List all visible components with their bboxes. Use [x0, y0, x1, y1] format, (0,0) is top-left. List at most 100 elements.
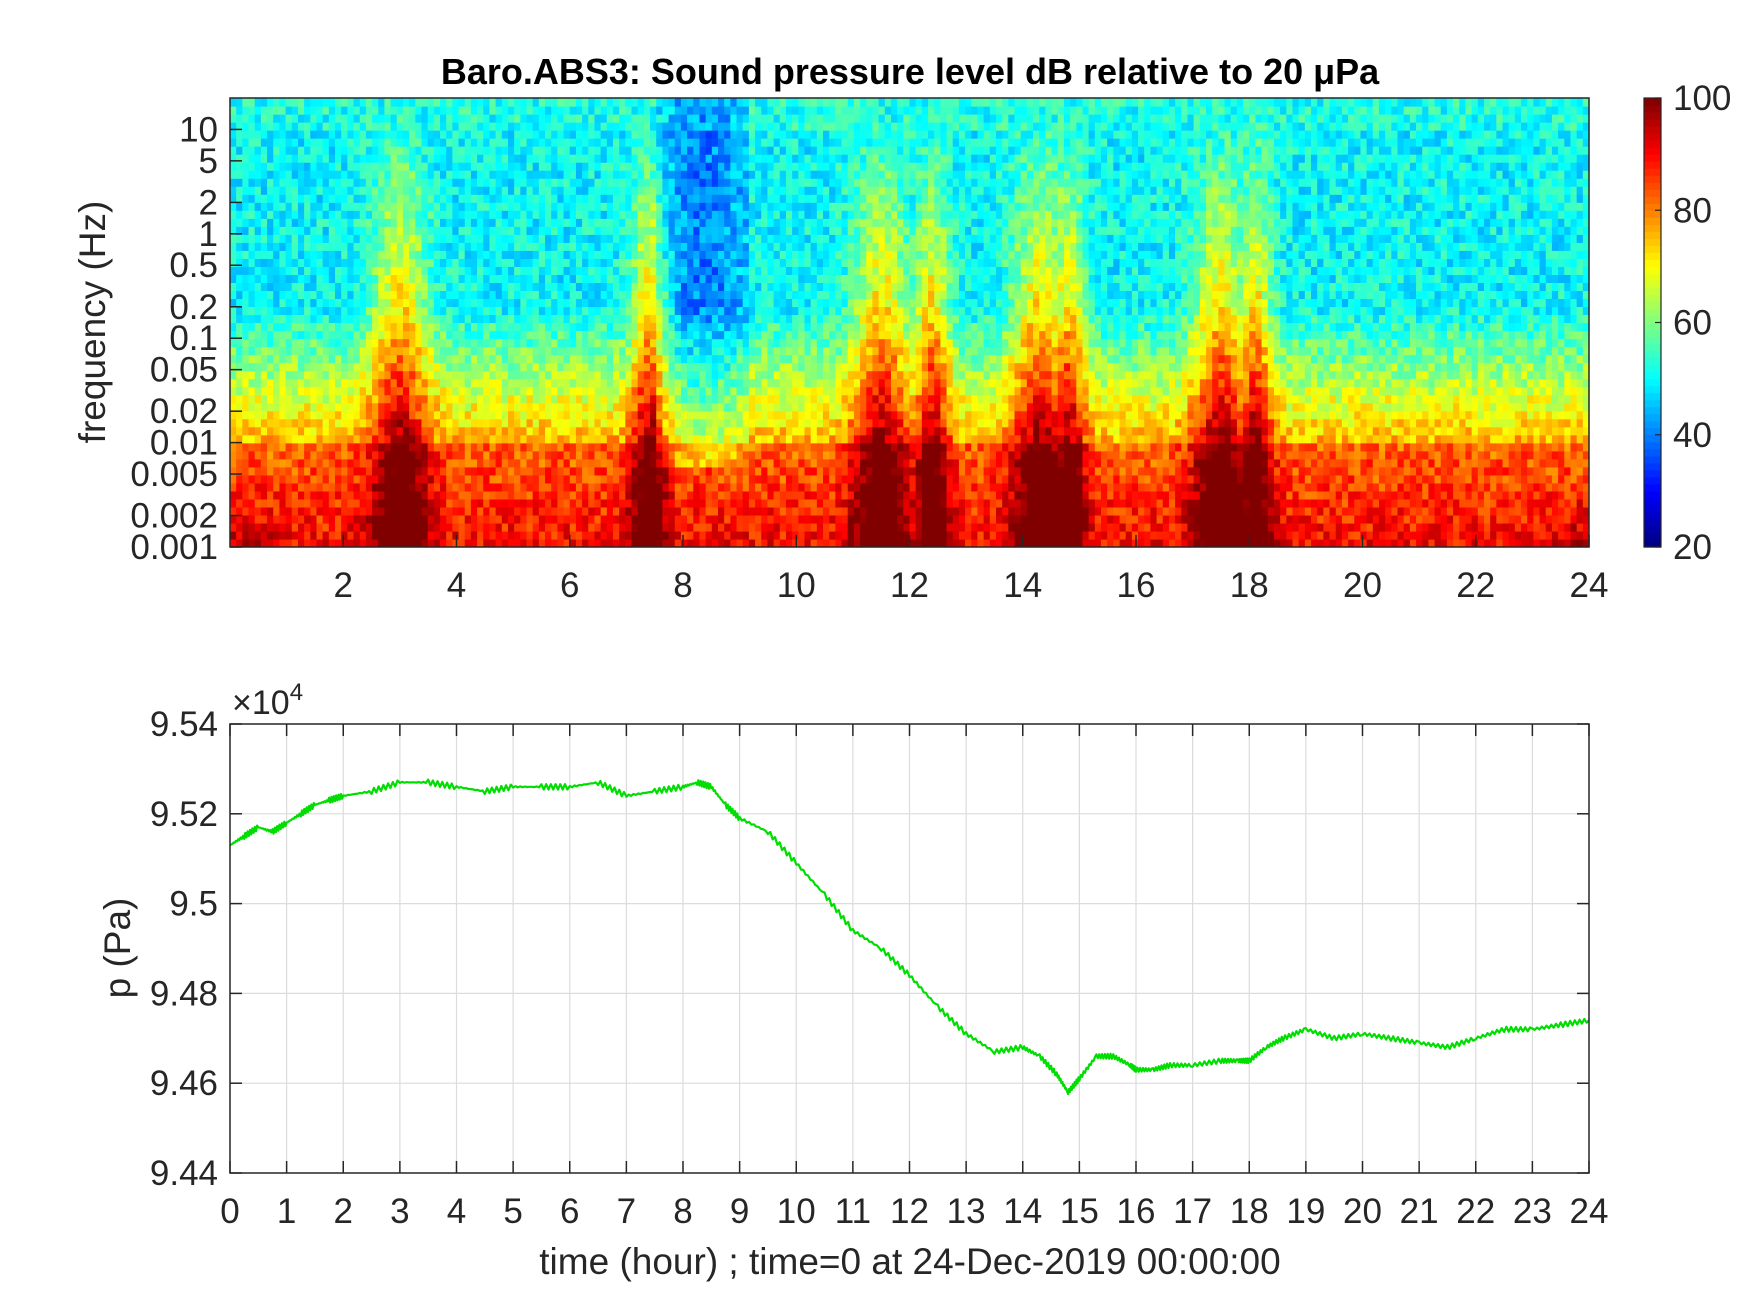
heatmap-cell [699, 314, 707, 324]
heatmap-cell [594, 370, 602, 380]
heatmap-cell [643, 354, 651, 364]
heatmap-cell [761, 154, 769, 163]
heatmap-cell [470, 306, 478, 316]
heatmap-cell [260, 98, 268, 107]
heatmap-cell [464, 138, 472, 147]
heatmap-cell [378, 282, 386, 292]
heatmap-cell [378, 442, 386, 452]
heatmap-cell [409, 274, 416, 284]
heatmap-cell [365, 282, 373, 292]
heatmap-cell [396, 346, 404, 356]
heatmap-cell [625, 426, 633, 436]
heatmap-cell [328, 146, 336, 155]
heatmap-cell [341, 322, 348, 332]
heatmap-cell [236, 130, 243, 139]
heatmap-cell [501, 370, 509, 380]
heatmap-cell [730, 98, 738, 107]
heatmap-cell [656, 322, 664, 332]
heatmap-cell [656, 498, 664, 508]
heatmap-cell [674, 354, 682, 364]
heatmap-cell [415, 314, 423, 324]
heatmap-cell [545, 330, 552, 340]
heatmap-cell [625, 522, 633, 532]
heatmap-cell [650, 378, 657, 388]
heatmap-cell [637, 378, 645, 388]
heatmap-cell [242, 314, 250, 324]
heatmap-cell [514, 146, 521, 155]
heatmap-cell [390, 458, 398, 468]
heatmap-cell [446, 122, 453, 131]
heatmap-cell [526, 114, 534, 123]
heatmap-cell [680, 234, 688, 243]
heatmap-cell [545, 482, 552, 492]
heatmap-cell [365, 522, 373, 532]
heatmap-cell [433, 418, 441, 428]
heatmap-cell [347, 114, 355, 123]
heatmap-cell [242, 346, 250, 356]
heatmap-cell [421, 322, 429, 332]
heatmap-cell [378, 274, 386, 284]
heatmap-cell [705, 282, 713, 292]
heatmap-cell [427, 458, 435, 468]
heatmap-cell [291, 498, 299, 508]
heatmap-cell [384, 538, 392, 547]
heatmap-cell [260, 434, 268, 444]
heatmap-cell [532, 186, 540, 195]
heatmap-cell [291, 442, 299, 452]
heatmap-cell [297, 330, 305, 340]
heatmap-cell [489, 210, 497, 219]
heatmap-cell [452, 306, 460, 316]
heatmap-cell [514, 538, 521, 547]
heatmap-cell [532, 386, 540, 396]
heatmap-cell [748, 114, 756, 123]
heatmap-cell [310, 514, 318, 524]
heatmap-cell [440, 202, 447, 211]
heatmap-cell [501, 290, 509, 300]
heatmap-cell [551, 442, 558, 452]
heatmap-cell [409, 514, 416, 524]
heatmap-cell [730, 490, 738, 500]
heatmap-cell [378, 410, 386, 420]
heatmap-cell [390, 506, 398, 516]
heatmap-cell [662, 210, 670, 219]
heatmap-cell [680, 538, 688, 547]
heatmap-cell [563, 442, 571, 452]
heatmap-cell [341, 426, 348, 436]
heatmap-cell [699, 306, 707, 316]
heatmap-cell [501, 498, 509, 508]
heatmap-cell [254, 106, 262, 115]
heatmap-cell [273, 322, 281, 332]
heatmap-cell [563, 474, 571, 484]
heatmap-cell [538, 322, 546, 332]
heatmap-cell [359, 330, 367, 340]
heatmap-cell [446, 434, 453, 444]
heatmap-cell [322, 274, 330, 284]
heatmap-cell [755, 186, 762, 195]
heatmap-cell [322, 202, 330, 211]
heatmap-cell [563, 410, 571, 420]
heatmap-cell [563, 242, 571, 251]
heatmap-cell [483, 170, 491, 179]
heatmap-cell [656, 274, 664, 284]
heatmap-cell [310, 338, 318, 348]
heatmap-cell [755, 426, 762, 436]
heatmap-cell [674, 170, 682, 179]
heatmap-cell [767, 274, 775, 284]
heatmap-cell [693, 394, 701, 404]
heatmap-cell [705, 194, 713, 203]
heatmap-cell [304, 506, 311, 516]
heatmap-cell [433, 234, 441, 243]
heatmap-cell [575, 330, 583, 340]
heatmap-cell [767, 178, 775, 187]
heatmap-cell [520, 514, 528, 524]
heatmap-cell [297, 178, 305, 187]
heatmap-cell [267, 346, 274, 356]
heatmap-cell [421, 138, 429, 147]
heatmap-cell [322, 298, 330, 308]
heatmap-cell [557, 282, 565, 292]
heatmap-cell [563, 370, 571, 380]
heatmap-cell [421, 178, 429, 187]
heatmap-cell [724, 306, 731, 316]
heatmap-cell [600, 434, 608, 444]
heatmap-cell [582, 170, 589, 179]
